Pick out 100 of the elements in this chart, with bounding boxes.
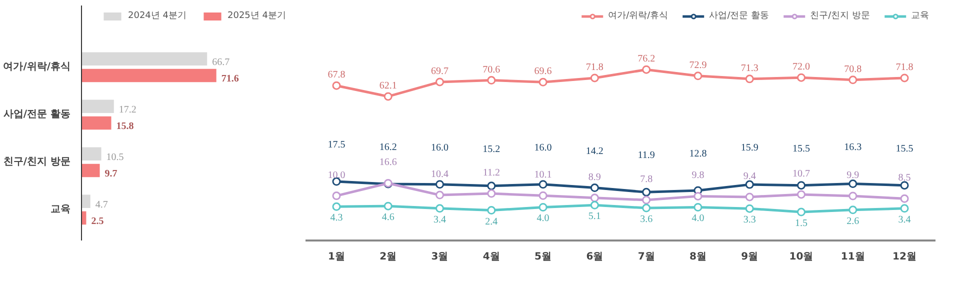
point xyxy=(487,182,496,190)
point xyxy=(642,188,651,196)
point xyxy=(436,204,444,213)
point xyxy=(590,74,599,82)
point xyxy=(487,76,496,85)
bar xyxy=(82,194,90,208)
data-label: 71.8 xyxy=(586,62,604,73)
point xyxy=(642,196,651,204)
data-label: 5.1 xyxy=(588,211,601,222)
data-label: 16.6 xyxy=(379,157,397,168)
point xyxy=(694,203,702,212)
bar xyxy=(82,147,102,161)
point xyxy=(538,180,548,189)
x-tick-label: 5월 xyxy=(534,252,552,262)
data-label: 11.9 xyxy=(638,150,655,162)
point xyxy=(745,204,754,213)
bar xyxy=(82,100,114,114)
point xyxy=(538,191,548,200)
point xyxy=(745,192,754,202)
point xyxy=(538,203,548,212)
data-label: 66.7 xyxy=(212,56,230,68)
x-tick-label: 6월 xyxy=(586,252,604,262)
point xyxy=(384,202,392,210)
data-label: 9.9 xyxy=(846,170,860,181)
point xyxy=(848,206,858,214)
point xyxy=(590,194,599,202)
data-label: 3.6 xyxy=(640,214,653,226)
data-label: 3.4 xyxy=(434,214,446,226)
x-tick-label: 2월 xyxy=(380,252,397,262)
point xyxy=(848,192,858,200)
point xyxy=(332,81,341,90)
data-label: 16.2 xyxy=(379,142,397,153)
point xyxy=(487,206,496,215)
x-tick-label: 8월 xyxy=(689,252,706,262)
data-label: 15.8 xyxy=(116,121,134,132)
data-label: 4.0 xyxy=(692,213,704,224)
data-label: 7.8 xyxy=(640,174,653,186)
data-label: 76.2 xyxy=(638,54,656,65)
data-label: 71.8 xyxy=(896,62,914,73)
data-label: 10.4 xyxy=(431,169,449,180)
legend-label: 교육 xyxy=(911,10,930,22)
data-label: 15.2 xyxy=(482,144,500,155)
point xyxy=(900,194,909,203)
legend-label: 2024년 4분기 xyxy=(128,10,186,22)
point xyxy=(436,180,444,189)
point xyxy=(745,180,754,189)
point xyxy=(848,76,858,84)
legend-label: 친구/친지 방문 xyxy=(810,10,870,22)
data-label: 69.6 xyxy=(534,66,552,78)
data-label: 62.1 xyxy=(379,80,397,92)
data-label: 70.8 xyxy=(844,64,862,75)
data-label: 10.1 xyxy=(534,170,552,181)
x-tick-label: 10월 xyxy=(789,252,814,262)
legend-label: 사업/전문 활동 xyxy=(709,10,770,22)
point xyxy=(796,190,806,199)
point xyxy=(436,78,444,86)
x-tick-label: 12월 xyxy=(892,252,916,262)
legend-label: 여가/위락/휴식 xyxy=(608,10,668,22)
y-tick-label: 여가/위락/휴식 xyxy=(3,62,71,73)
data-label: 11.2 xyxy=(482,168,500,179)
data-label: 10.7 xyxy=(792,168,810,180)
data-label: 72.9 xyxy=(689,60,707,71)
data-label: 14.2 xyxy=(586,146,604,157)
y-tick-label: 사업/전문 활동 xyxy=(3,109,71,120)
data-label: 15.5 xyxy=(792,143,810,154)
data-label: 2.4 xyxy=(485,216,498,228)
data-label: 71.3 xyxy=(740,62,758,74)
point xyxy=(796,181,806,190)
point xyxy=(642,204,651,212)
data-label: 9.4 xyxy=(743,170,756,182)
data-label: 4.0 xyxy=(536,213,550,224)
point xyxy=(848,180,858,188)
point xyxy=(642,65,651,74)
point xyxy=(745,74,754,84)
data-label: 72.0 xyxy=(792,62,810,73)
data-label: 16.0 xyxy=(431,142,449,154)
data-label: 2.5 xyxy=(91,216,104,227)
bar xyxy=(82,68,216,82)
point xyxy=(900,181,909,190)
x-tick-label: 7월 xyxy=(638,252,655,262)
data-label: 10.5 xyxy=(106,152,124,163)
data-label: 67.8 xyxy=(328,70,346,81)
point xyxy=(384,92,392,101)
bar xyxy=(82,52,208,66)
point xyxy=(796,73,806,82)
point xyxy=(436,190,444,200)
data-label: 2.6 xyxy=(846,216,860,227)
point xyxy=(590,200,599,210)
data-label: 12.8 xyxy=(689,148,707,160)
data-label: 3.3 xyxy=(743,214,756,226)
data-label: 71.6 xyxy=(221,74,239,85)
point xyxy=(900,74,909,82)
data-label: 4.3 xyxy=(330,212,343,224)
x-tick-label: 9월 xyxy=(741,252,758,262)
data-label: 1.5 xyxy=(794,218,808,230)
data-label: 4.7 xyxy=(95,199,108,210)
data-label: 15.5 xyxy=(896,143,914,154)
data-label: 16.0 xyxy=(534,142,552,154)
data-label: 4.6 xyxy=(382,212,394,224)
data-label: 17.5 xyxy=(328,140,346,151)
